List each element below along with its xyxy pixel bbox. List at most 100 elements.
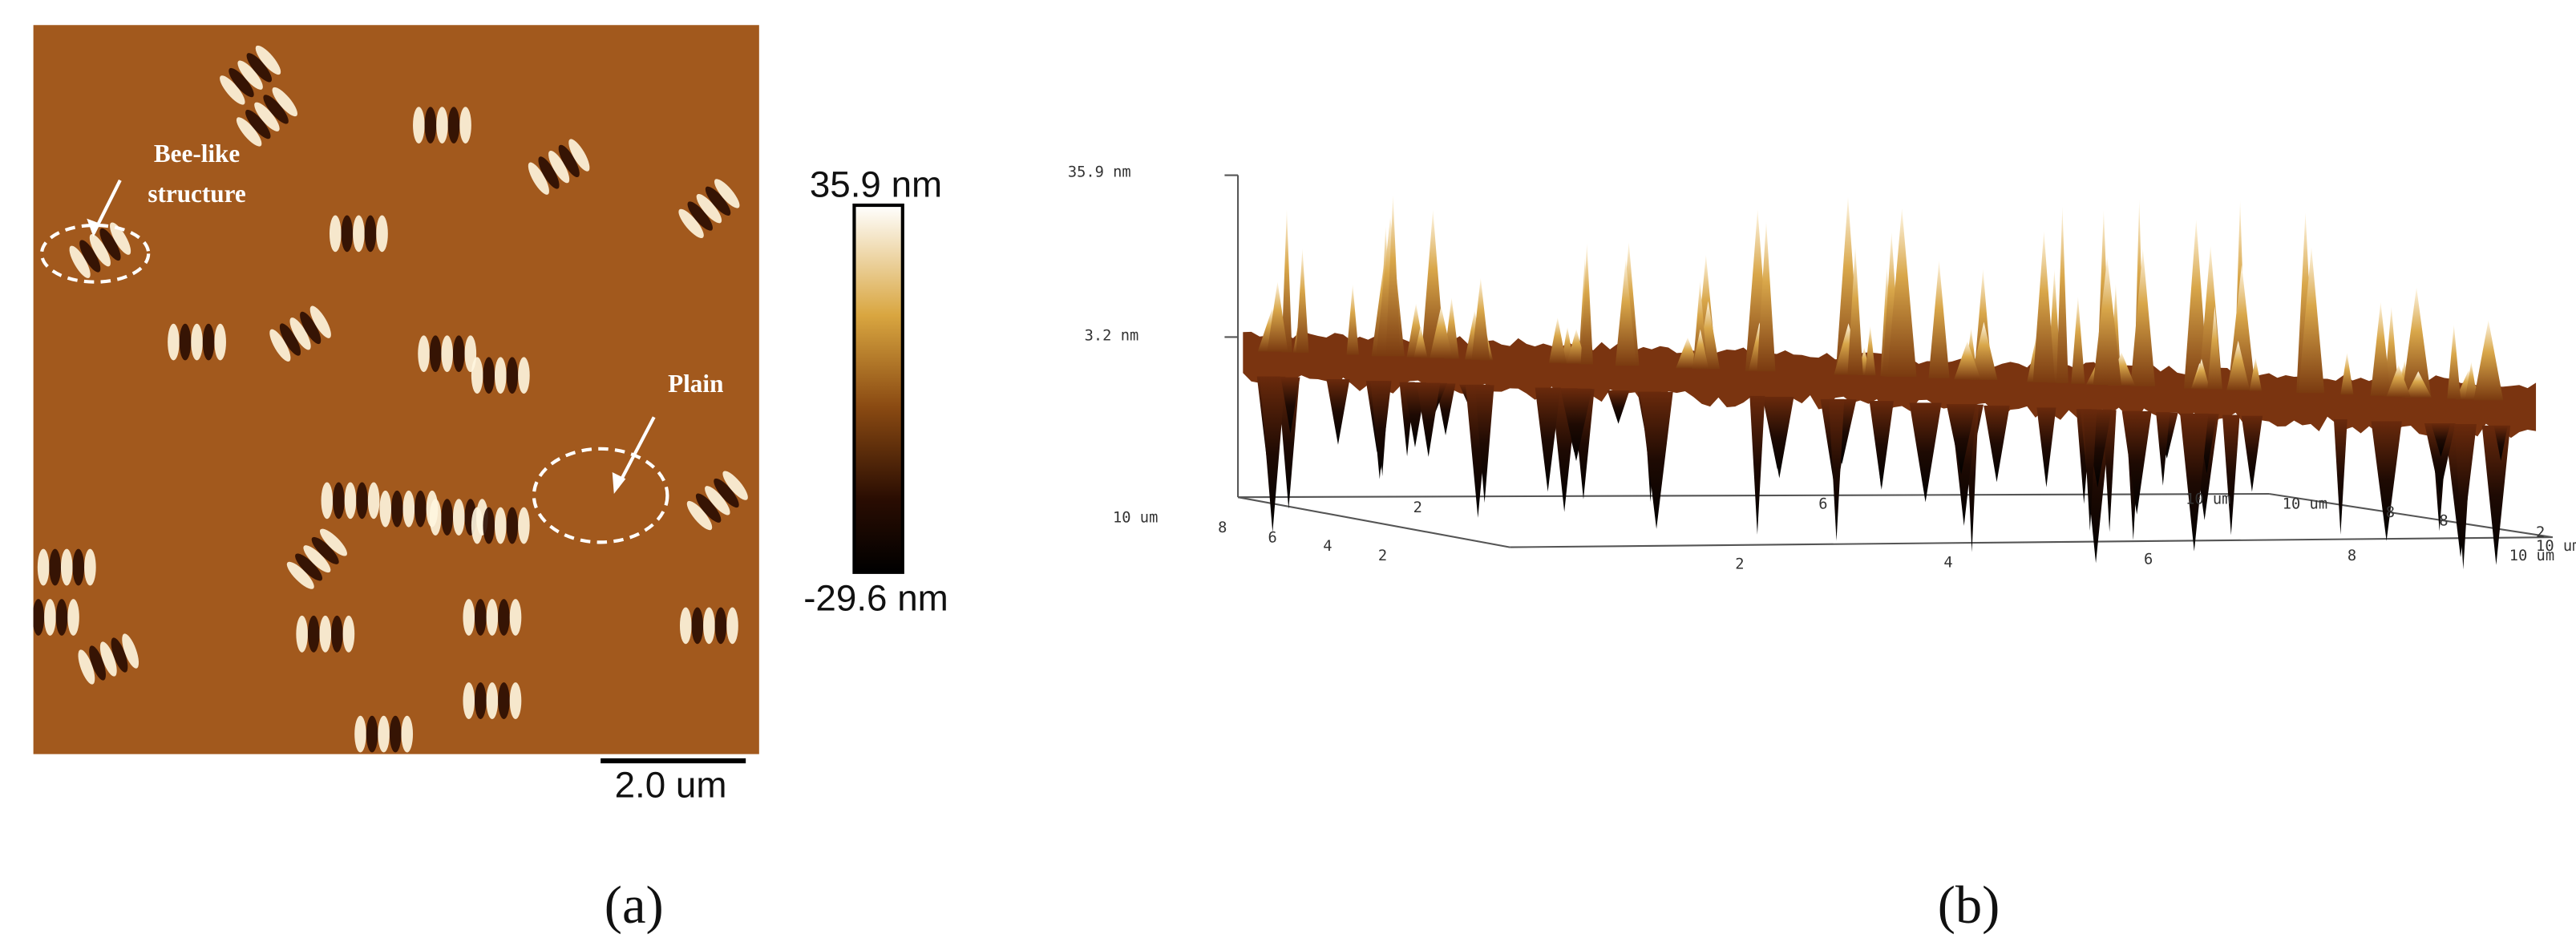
feature	[286, 528, 347, 589]
spike	[2193, 358, 2210, 389]
spike	[2447, 325, 2461, 399]
stripe	[495, 357, 507, 394]
stripe	[486, 599, 499, 636]
stripe	[296, 615, 308, 653]
axis-label: 10 um	[2283, 496, 2327, 513]
stripe	[722, 471, 748, 500]
stripe	[246, 53, 273, 83]
stripe	[295, 553, 323, 581]
pit	[1474, 385, 1494, 503]
stripe	[111, 637, 128, 673]
stripe	[679, 607, 692, 645]
pit	[1946, 404, 1976, 475]
axis-label: 6	[2144, 551, 2153, 568]
stripe	[687, 201, 713, 231]
spike	[2473, 320, 2504, 401]
stripe	[498, 599, 510, 636]
stripe	[99, 228, 121, 261]
stripe	[429, 335, 442, 373]
stripe	[245, 109, 271, 139]
spike	[1346, 284, 1359, 355]
stripe	[331, 615, 343, 653]
stripe	[429, 499, 442, 536]
spike	[2340, 352, 2354, 395]
feature	[296, 615, 355, 653]
stripe	[341, 215, 354, 253]
spike	[2249, 358, 2263, 391]
stripe	[255, 45, 281, 75]
stripe	[300, 311, 321, 345]
stripe	[506, 357, 519, 394]
stripe	[311, 536, 339, 564]
stripe	[364, 215, 377, 253]
stripe	[279, 323, 301, 356]
feature	[528, 139, 590, 195]
stripe	[214, 323, 226, 361]
pit	[1260, 376, 1286, 533]
spike	[2071, 297, 2085, 384]
stripe	[441, 335, 453, 373]
afm-features	[21, 45, 748, 753]
stripe	[55, 599, 68, 636]
stripe	[344, 482, 357, 519]
stripe	[475, 599, 487, 636]
axis-label: 6	[1268, 529, 1277, 546]
feature	[413, 107, 471, 144]
stripe	[452, 499, 465, 536]
stripe	[33, 599, 45, 636]
z-label: 35.9 nm	[1068, 164, 1131, 181]
axis-label: 10 um	[2186, 491, 2230, 507]
stripe	[483, 357, 495, 394]
stripe	[378, 715, 390, 753]
axis-label: 2	[1413, 499, 1422, 516]
pit	[1869, 401, 1894, 490]
pit	[1640, 391, 1673, 529]
stripe	[333, 482, 345, 519]
stripe	[495, 507, 507, 544]
pit	[2222, 414, 2240, 536]
feature	[78, 633, 140, 685]
pit	[1417, 382, 1441, 457]
stripe	[37, 548, 50, 586]
stripe	[475, 682, 487, 719]
stripe	[424, 107, 437, 144]
stripe	[99, 641, 117, 677]
stripe	[471, 507, 483, 544]
stripe	[696, 194, 722, 224]
stripe	[110, 222, 131, 255]
stripe	[342, 615, 355, 653]
axis-label: 8	[1218, 519, 1227, 536]
axis-label: 2	[2536, 524, 2545, 541]
stripe	[459, 107, 471, 144]
stripe	[390, 490, 403, 528]
axis-label: 2	[1378, 548, 1387, 564]
annotation: Plain	[668, 370, 723, 398]
stripe	[389, 715, 402, 753]
pit	[2454, 424, 2473, 570]
feature	[329, 215, 388, 253]
surface-3d	[1243, 195, 2537, 570]
feature	[168, 323, 226, 361]
stripe	[286, 561, 314, 589]
feature	[463, 599, 522, 636]
stripe	[548, 150, 570, 184]
highlight-ellipse	[532, 447, 669, 544]
stripe	[402, 490, 415, 528]
stripe	[21, 599, 33, 636]
pit	[1607, 390, 1630, 424]
scale-bar-label: 2.0 um	[615, 765, 727, 806]
stripe	[452, 335, 465, 373]
stripe	[509, 682, 522, 719]
axis-label: 10 um	[1113, 509, 1158, 526]
stripe	[463, 682, 475, 719]
spike	[2056, 206, 2068, 383]
stripe	[413, 107, 425, 144]
stripe	[356, 482, 368, 519]
stripe	[319, 528, 347, 556]
stripe	[678, 208, 704, 239]
feature	[220, 45, 281, 105]
pit	[2431, 423, 2451, 457]
stripe	[303, 545, 331, 573]
caption: (a)	[605, 876, 664, 935]
